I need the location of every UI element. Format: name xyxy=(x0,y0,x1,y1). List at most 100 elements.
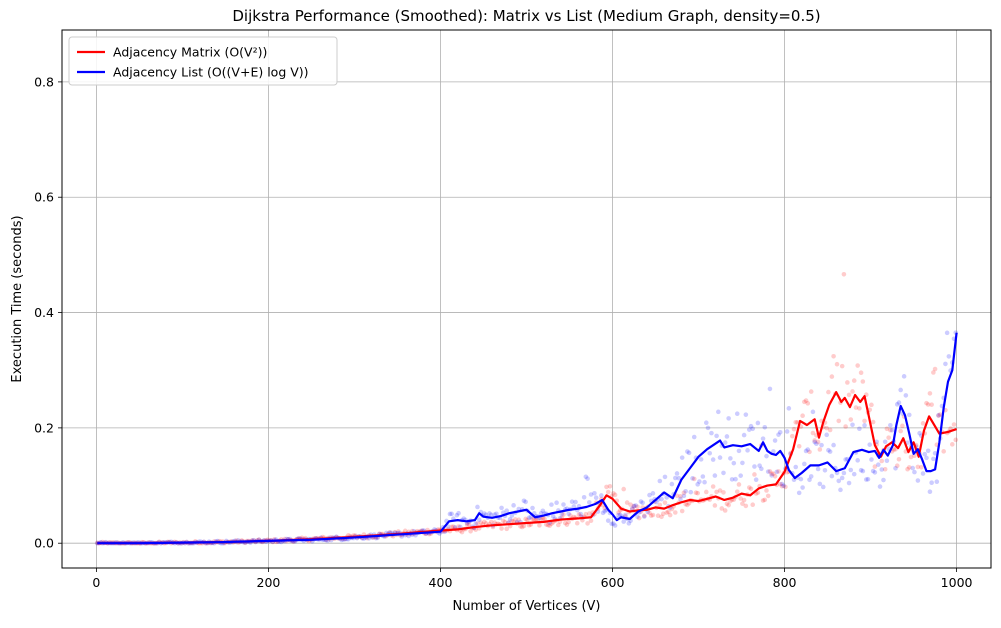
x-tick-label: 800 xyxy=(773,575,797,590)
data-point xyxy=(932,366,938,372)
data-point xyxy=(853,405,859,410)
data-point xyxy=(944,330,950,336)
data-point xyxy=(740,460,745,466)
data-point xyxy=(599,493,604,498)
data-point xyxy=(710,457,716,462)
data-point xyxy=(817,447,823,452)
data-point xyxy=(815,466,821,472)
data-point xyxy=(523,516,528,522)
series-line-matrix xyxy=(97,391,957,545)
data-point xyxy=(703,420,709,426)
data-point xyxy=(815,439,821,445)
data-point xyxy=(784,429,790,434)
data-point xyxy=(724,501,730,506)
data-point xyxy=(673,475,678,481)
data-point xyxy=(678,496,683,502)
data-point xyxy=(850,422,855,428)
data-point xyxy=(602,508,608,514)
data-point xyxy=(796,443,802,449)
data-point xyxy=(561,502,566,507)
data-point xyxy=(772,438,778,443)
data-point xyxy=(621,486,627,492)
x-tick-label: 400 xyxy=(429,575,453,590)
data-point xyxy=(922,451,928,457)
data-point xyxy=(703,489,709,495)
data-point xyxy=(691,434,697,440)
data-point xyxy=(839,363,845,369)
data-point xyxy=(499,526,504,531)
series-lines xyxy=(97,332,958,545)
data-point xyxy=(848,417,854,422)
data-point xyxy=(879,467,885,472)
data-point xyxy=(903,393,909,398)
data-point xyxy=(504,526,510,532)
data-point xyxy=(760,436,766,441)
data-point xyxy=(593,495,599,501)
legend: Adjacency Matrix (O(V²)) Adjacency List … xyxy=(68,36,338,86)
data-point xyxy=(647,492,652,498)
data-point xyxy=(841,271,847,277)
data-point xyxy=(659,496,664,502)
x-tick-label: 1000 xyxy=(941,575,973,590)
data-point xyxy=(669,506,675,512)
data-point xyxy=(829,473,835,479)
data-point xyxy=(731,460,737,466)
data-point xyxy=(511,503,516,508)
data-point xyxy=(746,427,752,432)
data-point xyxy=(894,463,900,469)
data-point xyxy=(612,492,618,498)
data-point xyxy=(777,429,783,435)
chart-title: Dijkstra Performance (Smoothed): Matrix … xyxy=(232,7,820,25)
data-point xyxy=(834,361,840,367)
data-point xyxy=(662,474,668,480)
data-point xyxy=(726,416,731,421)
data-point xyxy=(862,423,867,428)
data-point xyxy=(877,484,883,489)
data-point xyxy=(882,466,888,472)
data-point xyxy=(822,468,828,473)
data-point xyxy=(884,426,890,432)
data-point xyxy=(402,528,408,534)
data-point xyxy=(523,499,528,505)
data-point xyxy=(507,516,513,522)
data-point xyxy=(550,513,556,519)
data-point xyxy=(583,511,589,517)
data-point xyxy=(664,510,670,515)
data-point xyxy=(617,512,623,518)
data-point xyxy=(920,421,926,426)
data-point xyxy=(475,504,480,510)
data-point xyxy=(767,386,773,392)
data-point xyxy=(769,471,774,477)
data-point xyxy=(691,476,697,482)
data-point xyxy=(721,470,726,476)
data-point xyxy=(915,464,921,470)
data-point xyxy=(683,489,688,494)
data-point xyxy=(898,387,903,393)
data-point xyxy=(690,476,695,481)
data-point xyxy=(542,516,547,522)
data-point xyxy=(585,476,590,481)
data-point xyxy=(867,442,873,447)
data-point xyxy=(586,500,592,505)
data-point xyxy=(705,425,711,431)
data-point xyxy=(528,514,534,520)
data-point xyxy=(860,379,866,384)
data-point xyxy=(850,389,855,394)
data-point xyxy=(779,483,785,489)
data-point xyxy=(843,457,848,462)
data-point xyxy=(611,521,616,526)
data-point xyxy=(612,523,618,528)
data-point xyxy=(521,498,527,504)
data-point xyxy=(549,502,554,507)
data-point xyxy=(855,363,860,368)
data-point xyxy=(900,423,905,429)
data-point xyxy=(521,523,527,529)
data-point xyxy=(831,442,836,448)
data-point xyxy=(709,430,714,436)
data-point xyxy=(786,406,792,411)
data-point xyxy=(838,487,843,493)
data-point xyxy=(642,513,647,519)
data-point xyxy=(630,506,635,511)
data-point xyxy=(743,503,749,509)
